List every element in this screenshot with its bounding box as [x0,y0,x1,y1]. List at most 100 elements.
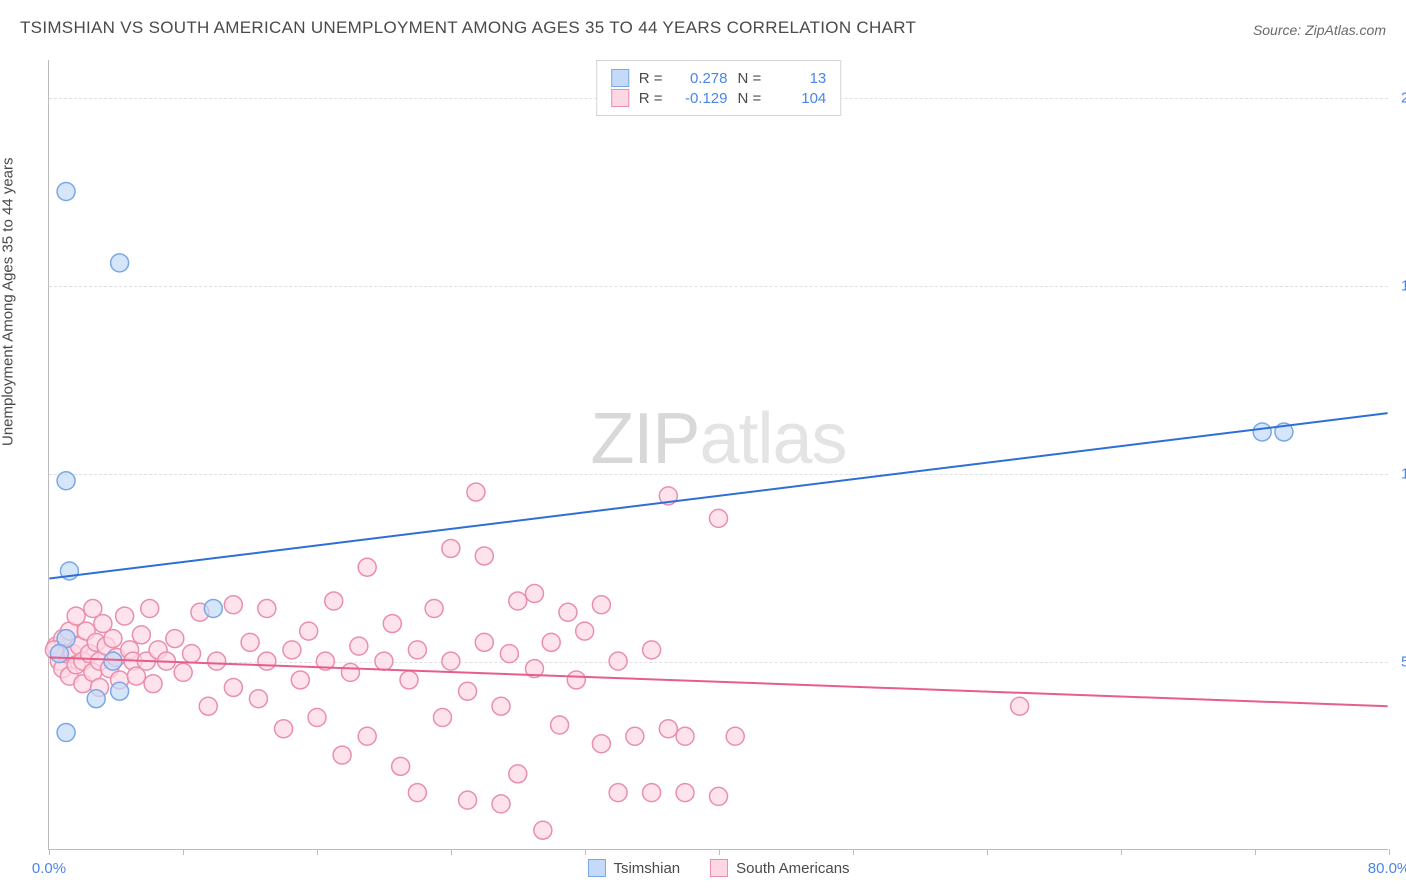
data-point [249,690,267,708]
data-point [132,626,150,644]
data-point [258,600,276,618]
xtick-mark [451,849,452,855]
data-point [308,709,326,727]
y-axis-label: Unemployment Among Ages 35 to 44 years [0,157,17,446]
data-point [258,652,276,670]
data-point [542,633,560,651]
r-label: R = [639,70,663,87]
data-point [333,746,351,764]
data-point [592,735,610,753]
data-point [275,720,293,738]
xtick-mark [1255,849,1256,855]
xtick-mark [987,849,988,855]
r-label: R = [639,90,663,107]
n-label: N = [738,90,762,107]
data-point [141,600,159,618]
xtick-mark [1121,849,1122,855]
data-point [459,791,477,809]
source-attribution: Source: ZipAtlas.com [1253,22,1386,38]
data-point [57,183,75,201]
ytick-label: 20.0% [1393,89,1406,106]
data-point [425,600,443,618]
data-point [408,641,426,659]
swatch-southamericans-icon [710,859,728,877]
xtick-mark [719,849,720,855]
data-point [375,652,393,670]
swatch-southamericans [611,89,629,107]
xtick-mark [853,849,854,855]
plot-svg [49,60,1388,849]
data-point [676,784,694,802]
data-point [492,795,510,813]
data-point [509,765,527,783]
chart-title: TSIMSHIAN VS SOUTH AMERICAN UNEMPLOYMENT… [20,18,916,38]
n-value-southamericans: 104 [771,90,826,107]
data-point [726,727,744,745]
data-point [475,633,493,651]
data-point [144,675,162,693]
data-point [467,483,485,501]
data-point [609,784,627,802]
data-point [111,254,129,272]
xtick-label: 0.0% [32,860,66,877]
data-point [183,645,201,663]
data-point [442,652,460,670]
data-point [224,678,242,696]
data-point [710,509,728,527]
n-value-tsimshian: 13 [771,70,826,87]
data-point [325,592,343,610]
data-point [199,697,217,715]
data-point [291,671,309,689]
data-point [224,596,242,614]
data-point [509,592,527,610]
data-point [241,633,259,651]
data-point [408,784,426,802]
legend-label-tsimshian: Tsimshian [613,860,680,877]
data-point [358,727,376,745]
correlation-legend: R = 0.278 N = 13 R = -0.129 N = 104 [596,60,842,116]
data-point [626,727,644,745]
data-point [643,784,661,802]
data-point [204,600,222,618]
data-point [350,637,368,655]
r-value-tsimshian: 0.278 [673,70,728,87]
swatch-tsimshian [611,69,629,87]
data-point [559,603,577,621]
data-point [87,690,105,708]
data-point [111,682,129,700]
series-legend: Tsimshian South Americans [587,859,849,877]
data-point [392,757,410,775]
xtick-mark [585,849,586,855]
data-point [459,682,477,700]
ytick-label: 15.0% [1393,277,1406,294]
xtick-mark [183,849,184,855]
ytick-label: 5.0% [1393,653,1406,670]
data-point [1253,423,1271,441]
data-point [400,671,418,689]
data-point [475,547,493,565]
data-point [534,821,552,839]
legend-item-tsimshian: Tsimshian [587,859,680,877]
data-point [300,622,318,640]
data-point [104,652,122,670]
data-point [383,615,401,633]
data-point [1011,697,1029,715]
xtick-label: 80.0% [1368,860,1406,877]
legend-row-tsimshian: R = 0.278 N = 13 [611,69,827,87]
data-point [609,652,627,670]
regression-line [49,413,1387,578]
xtick-mark [317,849,318,855]
legend-label-southamericans: South Americans [736,860,849,877]
data-point [116,607,134,625]
data-point [341,663,359,681]
data-point [576,622,594,640]
data-point [551,716,569,734]
data-point [358,558,376,576]
data-point [592,596,610,614]
legend-row-southamericans: R = -0.129 N = 104 [611,89,827,107]
data-point [208,652,226,670]
data-point [567,671,585,689]
xtick-mark [1389,849,1390,855]
data-point [492,697,510,715]
data-point [433,709,451,727]
